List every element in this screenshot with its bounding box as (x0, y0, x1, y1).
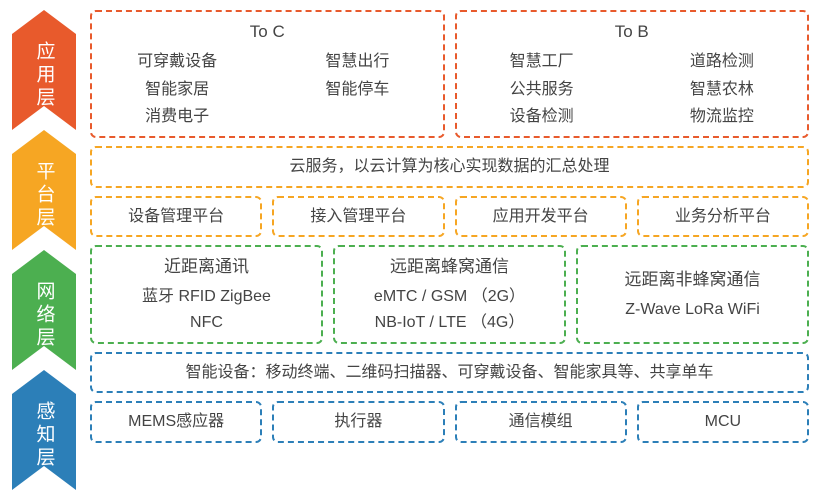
app-tob-grid: 智慧工厂 道路检测 公共服务 智慧农林 设备检测 物流监控 (467, 49, 798, 130)
platform-headline: 云服务，以云计算为核心实现数据的汇总处理 (289, 154, 609, 180)
layer-label: 网络层 (31, 281, 58, 350)
layer-label: 应用层 (31, 41, 58, 110)
sense-item: MEMS感应器 (128, 409, 224, 435)
layer-arrow-platform: 平台层 (12, 130, 76, 250)
layer-arrow-network: 网络层 (12, 250, 76, 370)
app-item: 消费电子 (102, 104, 252, 130)
network-line: Z-Wave LoRa WiFi (625, 297, 760, 323)
app-row: To C 可穿戴设备 智慧出行 智能家居 智能停车 消费电子 To B 智慧工厂 道路… (90, 10, 809, 138)
network-group-title: 远距离非蜂窝通信 (625, 266, 761, 293)
app-item: 智慧工厂 (467, 49, 617, 75)
app-item: 公共服务 (467, 77, 617, 103)
content-column: To C 可穿戴设备 智慧出行 智能家居 智能停车 消费电子 To B 智慧工厂 道路… (90, 10, 809, 490)
platform-item: 设备管理平台 (128, 204, 224, 230)
platform-headline-box: 云服务，以云计算为核心实现数据的汇总处理 (90, 146, 809, 188)
app-tob-title: To B (615, 18, 649, 45)
layer-label: 感知层 (31, 401, 58, 470)
platform-item-box: 业务分析平台 (637, 196, 809, 238)
app-item (282, 104, 432, 130)
platform-item: 接入管理平台 (310, 204, 406, 230)
platform-item: 业务分析平台 (675, 204, 771, 230)
sense-item-box: 通信模组 (455, 401, 627, 443)
app-item: 可穿戴设备 (102, 49, 252, 75)
app-item: 设备检测 (467, 104, 617, 130)
network-row: 近距离通讯 蓝牙 RFID ZigBee NFC 远距离蜂窝通信 eMTC / … (90, 245, 809, 343)
app-item: 智能家居 (102, 77, 252, 103)
sense-item: MCU (705, 409, 741, 435)
app-item: 智能停车 (282, 77, 432, 103)
app-item: 物流监控 (647, 104, 797, 130)
sense-item-box: MCU (637, 401, 809, 443)
sense-row: MEMS感应器 执行器 通信模组 MCU (90, 401, 809, 443)
network-group-box: 近距离通讯 蓝牙 RFID ZigBee NFC (90, 245, 323, 343)
platform-row: 设备管理平台 接入管理平台 应用开发平台 业务分析平台 (90, 196, 809, 238)
network-group-box: 远距离非蜂窝通信 Z-Wave LoRa WiFi (576, 245, 809, 343)
sense-headline: 智能设备：移动终端、二维码扫描器、可穿戴设备、智能家具等、共享单车 (185, 360, 713, 386)
app-toc-grid: 可穿戴设备 智慧出行 智能家居 智能停车 消费电子 (102, 49, 433, 130)
platform-item: 应用开发平台 (493, 204, 589, 230)
app-item: 智慧农林 (647, 77, 797, 103)
app-toc-title: To C (250, 18, 285, 45)
layer-label: 平台层 (31, 161, 58, 230)
network-line: 蓝牙 RFID ZigBee (142, 284, 271, 310)
layer-arrows: 应用层 平台层 网络层 感知层 (12, 10, 76, 490)
network-line: NB-IoT / LTE （4G） (375, 310, 525, 336)
platform-item-box: 接入管理平台 (272, 196, 444, 238)
app-item: 道路检测 (647, 49, 797, 75)
sense-headline-box: 智能设备：移动终端、二维码扫描器、可穿戴设备、智能家具等、共享单车 (90, 352, 809, 394)
layer-arrow-app: 应用层 (12, 10, 76, 130)
sense-item-box: MEMS感应器 (90, 401, 262, 443)
sense-item: 通信模组 (509, 409, 573, 435)
network-line: eMTC / GSM （2G） (374, 284, 525, 310)
network-line: NFC (190, 310, 223, 336)
sense-item-box: 执行器 (272, 401, 444, 443)
sense-item: 执行器 (334, 409, 382, 435)
network-group-title: 近距离通讯 (164, 253, 249, 280)
platform-item-box: 设备管理平台 (90, 196, 262, 238)
app-item: 智慧出行 (282, 49, 432, 75)
network-group-title: 远距离蜂窝通信 (390, 253, 509, 280)
layer-arrow-sense: 感知层 (12, 370, 76, 490)
app-toc-box: To C 可穿戴设备 智慧出行 智能家居 智能停车 消费电子 (90, 10, 445, 138)
platform-item-box: 应用开发平台 (455, 196, 627, 238)
network-group-box: 远距离蜂窝通信 eMTC / GSM （2G） NB-IoT / LTE （4G… (333, 245, 566, 343)
app-tob-box: To B 智慧工厂 道路检测 公共服务 智慧农林 设备检测 物流监控 (455, 10, 810, 138)
